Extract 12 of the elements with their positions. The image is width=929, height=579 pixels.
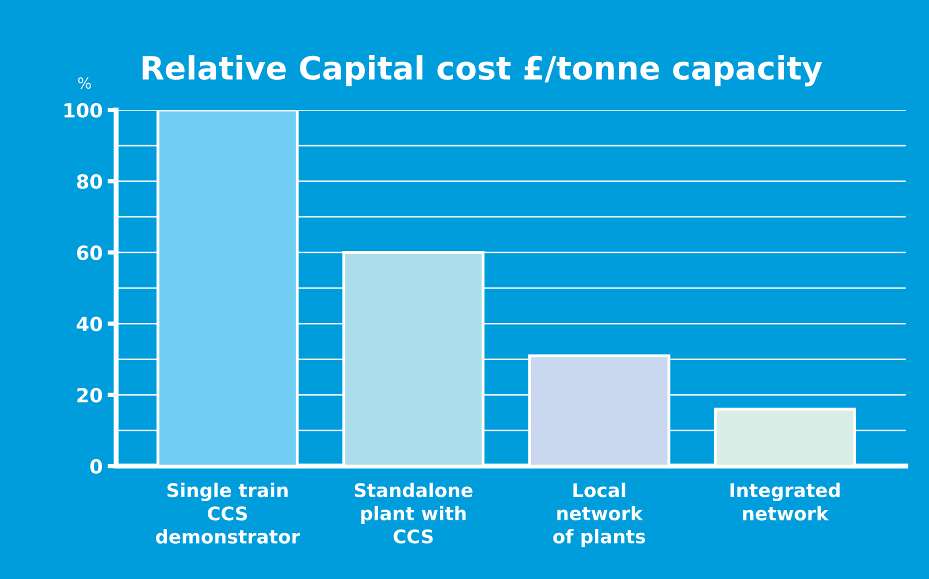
x-tick-label: Local network of plants (553, 482, 646, 548)
x-tick-label: Standalone plant with CCS (354, 482, 472, 544)
chart-title: Relative Capital cost £/tonne capacity (142, 55, 822, 86)
y-tick-label: 60 (77, 245, 102, 260)
y-axis-title: % (78, 77, 91, 89)
y-tick-label: 0 (90, 459, 102, 474)
y-tick-label: 100 (64, 102, 102, 118)
y-tick-label: 20 (77, 388, 102, 403)
y-tick-label: 80 (77, 174, 102, 189)
y-tick-label: 40 (76, 316, 102, 332)
x-tick-label: Single train CCS demonstrator (156, 482, 300, 544)
x-tick-label: Integrated network (730, 482, 840, 521)
